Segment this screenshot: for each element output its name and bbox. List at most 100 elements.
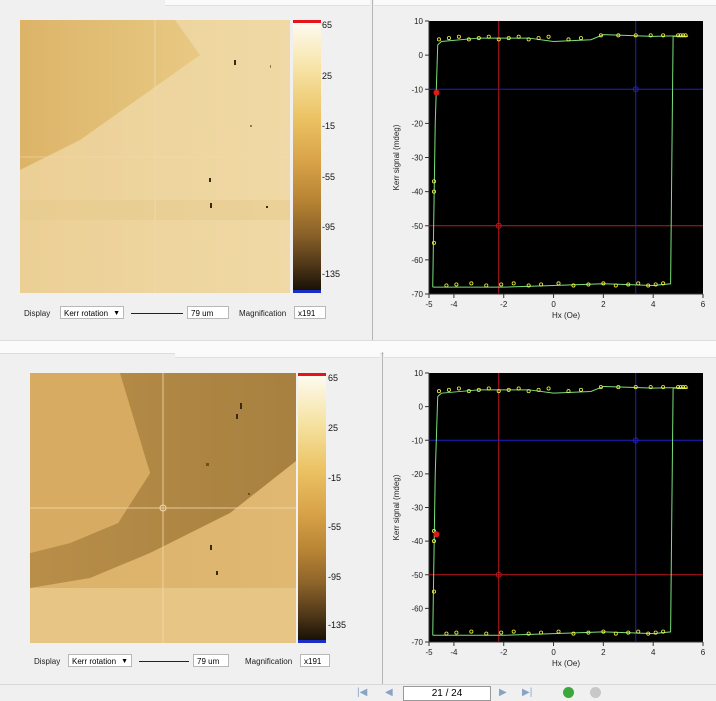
data-marker xyxy=(646,283,651,288)
go-icon[interactable] xyxy=(563,687,574,698)
data-marker xyxy=(616,33,621,38)
data-marker xyxy=(516,386,521,391)
colorbar-top xyxy=(293,20,321,293)
colorbar-label: -55 xyxy=(328,522,342,532)
colorbar-label: -135 xyxy=(322,269,341,279)
data-marker xyxy=(681,385,686,390)
data-marker xyxy=(506,36,511,41)
bottom-tab-strip xyxy=(175,352,380,358)
plot-area xyxy=(429,21,703,294)
x-tick-label: -4 xyxy=(450,648,458,657)
display-select[interactable]: Kerr rotation ▼ xyxy=(68,654,132,667)
kerr-image-bottom-svg xyxy=(30,373,296,643)
y-tick-label: -40 xyxy=(411,188,423,197)
data-marker xyxy=(526,283,531,288)
data-marker xyxy=(546,386,551,391)
data-marker xyxy=(469,629,474,634)
data-marker xyxy=(431,189,436,194)
data-marker xyxy=(446,36,451,41)
stop-icon[interactable] xyxy=(590,687,601,698)
colorbar-label: 25 xyxy=(322,71,333,81)
kerr-image-top[interactable] xyxy=(20,20,290,293)
scale-bar xyxy=(131,313,183,314)
data-marker xyxy=(496,37,501,42)
data-marker xyxy=(539,282,544,287)
data-marker xyxy=(598,33,603,38)
last-page-icon[interactable]: ▶| xyxy=(522,687,533,698)
cursor-marker xyxy=(632,437,639,444)
x-tick-label: -2 xyxy=(500,300,508,309)
display-select[interactable]: Kerr rotation ▼ xyxy=(60,306,124,319)
kerr-image-top-svg xyxy=(20,20,290,293)
colorbar-label: 65 xyxy=(322,20,333,30)
colorbar-label: -95 xyxy=(322,222,336,232)
chevron-down-icon: ▼ xyxy=(121,658,128,665)
y-tick-label: -70 xyxy=(411,638,423,647)
data-marker xyxy=(516,34,521,39)
cursor-marker xyxy=(495,222,502,229)
data-marker xyxy=(648,33,653,38)
data-marker xyxy=(466,37,471,42)
kerr-image-bottom[interactable] xyxy=(30,373,296,643)
hysteresis-plot-bottom[interactable]: 10 0 -10 -20 -30 -40 -50 -60 -70 -5 -4 -2 0 2 4 6 Hx (Oe… xyxy=(382,352,716,684)
data-marker xyxy=(536,36,541,41)
data-marker xyxy=(648,385,653,390)
y-tick-label: 0 xyxy=(419,403,424,412)
x-tick-label: -5 xyxy=(425,300,433,309)
x-tick-label: 0 xyxy=(551,300,556,309)
magnification-label: Magnification xyxy=(245,657,293,666)
colorbar-min-marker xyxy=(298,640,326,643)
chevron-down-icon: ▼ xyxy=(113,310,120,317)
y-tick-label: -30 xyxy=(411,154,423,163)
data-marker xyxy=(571,631,576,636)
data-marker xyxy=(431,539,436,544)
page-number-field[interactable]: 21 / 24 xyxy=(403,686,491,701)
x-tick-label: 0 xyxy=(551,648,556,657)
data-marker xyxy=(571,283,576,288)
data-marker xyxy=(431,179,436,184)
data-marker xyxy=(566,37,571,42)
data-marker xyxy=(613,631,618,636)
data-marker xyxy=(446,387,451,392)
x-tick-label: 2 xyxy=(601,648,606,657)
data-marker xyxy=(511,281,516,286)
previous-page-icon[interactable]: ◀ xyxy=(385,687,393,698)
colorbar-gradient xyxy=(293,20,321,293)
data-marker xyxy=(566,389,571,394)
data-marker xyxy=(539,630,544,635)
data-marker xyxy=(436,389,441,394)
next-page-icon[interactable]: ▶ xyxy=(499,687,507,698)
data-marker xyxy=(499,282,504,287)
data-marker xyxy=(454,282,459,287)
colorbar-label: -15 xyxy=(322,121,336,131)
y-tick-label: -60 xyxy=(411,256,423,265)
first-page-icon[interactable]: |◀ xyxy=(357,687,368,698)
x-tick-label: -2 xyxy=(500,648,508,657)
data-marker xyxy=(436,37,441,42)
colorbar-bottom xyxy=(298,373,326,643)
data-marker xyxy=(578,36,583,41)
data-marker xyxy=(456,34,461,39)
data-marker xyxy=(484,283,489,288)
data-marker xyxy=(546,34,551,39)
y-tick-label: -10 xyxy=(411,436,423,445)
y-axis-label: Kerr signal (mdeg) xyxy=(392,474,401,540)
data-marker xyxy=(431,589,436,594)
colorbar-label: -95 xyxy=(328,572,342,582)
hysteresis-plot-bottom-svg: 100-10-20-30-40-50-60-70-5 -4 -2 0 2 4 6Hx (Oe… xyxy=(392,369,706,668)
data-marker xyxy=(476,36,481,41)
x-tick-label: 6 xyxy=(701,648,706,657)
data-marker xyxy=(486,34,491,39)
colorbar-max-marker xyxy=(298,373,326,376)
current-point-marker xyxy=(433,89,440,96)
data-marker xyxy=(469,281,474,286)
magnification-field: x191 xyxy=(300,654,330,667)
hysteresis-plot-top[interactable]: 10 0 -10 -20 -30 -40 -50 -60 -70 -5 -4 -2 0 2 4 6 Hx (Oe… xyxy=(372,0,716,340)
scale-value-field: 79 um xyxy=(187,306,229,319)
data-marker xyxy=(636,629,641,634)
y-tick-label: 10 xyxy=(414,17,423,26)
top-measurement-panel: 65 25 -15 -55 -95 -135 Display Kerr rota… xyxy=(0,0,716,340)
data-marker xyxy=(661,33,666,38)
data-marker xyxy=(681,33,686,38)
colorbar-min-marker xyxy=(293,290,321,293)
